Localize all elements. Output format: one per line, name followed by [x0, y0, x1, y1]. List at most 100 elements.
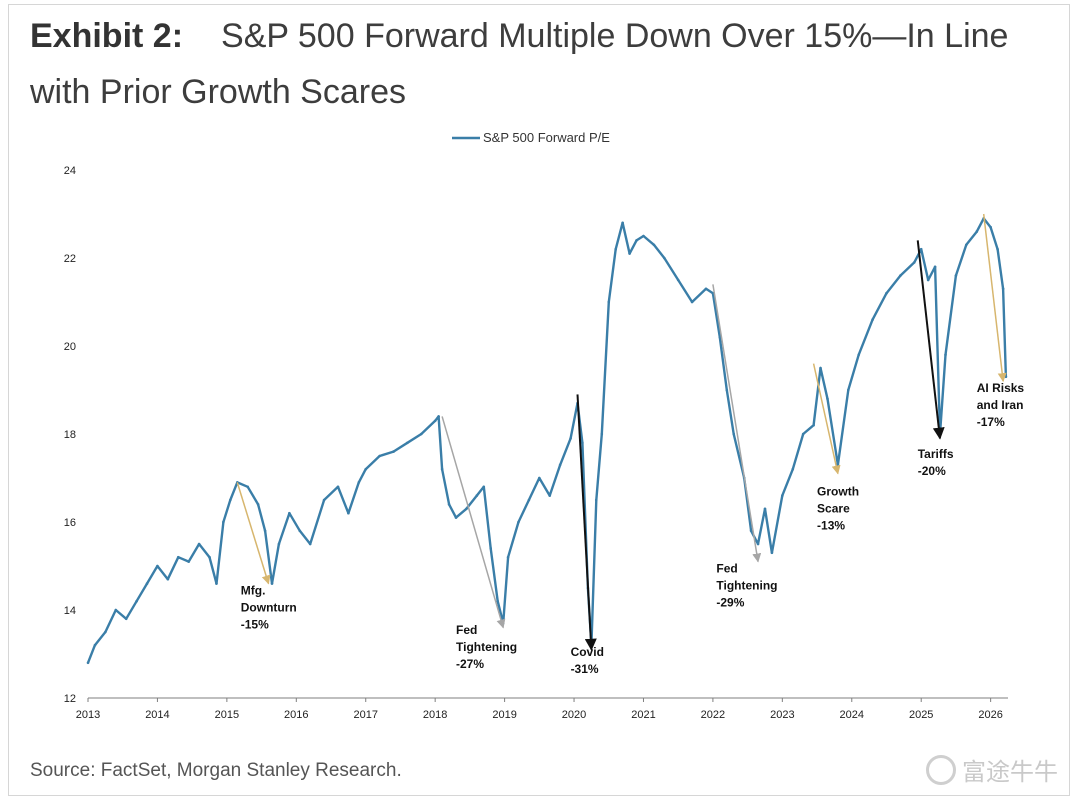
annotation-arrow	[441, 416, 506, 629]
chart-series	[86, 217, 1008, 665]
series-point	[965, 243, 968, 247]
series-point	[690, 300, 694, 304]
x-tick-label: 2016	[284, 709, 308, 721]
annotation-label: Mfg.	[241, 584, 266, 598]
y-tick-label: 20	[64, 341, 76, 353]
annotation-label: Covid	[571, 645, 604, 659]
annotation-label: -17%	[977, 415, 1005, 429]
x-tick-label: 2017	[353, 709, 377, 721]
series-point	[364, 467, 368, 471]
annotation-label: -27%	[456, 657, 484, 671]
series-point	[392, 450, 395, 453]
series-point	[156, 564, 159, 568]
series-point	[482, 485, 486, 489]
series-point	[86, 661, 90, 665]
y-tick-label: 16	[64, 517, 76, 529]
series-point	[406, 441, 409, 445]
x-tick-label: 2013	[76, 709, 100, 721]
series-point	[222, 520, 225, 524]
series-point	[975, 230, 979, 233]
series-point	[298, 529, 302, 533]
series-point	[912, 261, 916, 264]
series-point	[440, 467, 444, 471]
annotation-label: -13%	[817, 519, 845, 533]
series-point	[197, 542, 201, 546]
series-point	[749, 529, 753, 533]
series-point	[465, 507, 468, 511]
exhibit-title: Exhibit 2: S&P 500 Forward Multiple Down …	[30, 8, 1060, 120]
annotation-arrow	[576, 394, 597, 651]
annotation-label: Scare	[817, 502, 850, 516]
y-tick-label: 22	[64, 253, 76, 265]
series-point	[419, 432, 423, 436]
series-point	[548, 494, 552, 497]
series-line-forward-pe	[86, 217, 1008, 664]
x-tick-label: 2018	[423, 709, 447, 721]
annotation-label: Fed	[456, 623, 477, 637]
x-tick-label: 2026	[978, 709, 1002, 721]
series-point	[114, 608, 118, 612]
annotation-label: Downturn	[241, 601, 297, 615]
series-point	[996, 247, 999, 251]
series-point	[676, 278, 680, 282]
y-tick-label: 24	[64, 165, 76, 177]
legend-label: S&P 500 Forward P/E	[483, 130, 610, 145]
series-point	[93, 643, 97, 647]
series-point	[1004, 375, 1008, 379]
series-point	[718, 335, 722, 339]
series-point	[322, 498, 326, 502]
annotation-label: Tightening	[456, 640, 517, 654]
series-point	[263, 529, 267, 533]
annotation-arrow	[916, 240, 945, 440]
series-point	[176, 555, 180, 559]
series-point	[558, 463, 562, 467]
series-point	[288, 511, 291, 515]
annotation-label: Fed	[716, 562, 737, 576]
series-point	[378, 454, 381, 458]
x-tick-label: 2015	[215, 709, 239, 721]
x-tick-label: 2023	[770, 709, 794, 721]
series-point	[433, 419, 437, 423]
x-tick-label: 2021	[631, 709, 655, 721]
x-tick-label: 2025	[909, 709, 933, 721]
annotation-label: and Iran	[977, 398, 1024, 412]
annotation-label: -20%	[918, 464, 946, 478]
title-line-2: with Prior Growth Scares	[30, 73, 406, 111]
series-point	[791, 467, 795, 471]
annotation-label: AI Risks	[977, 381, 1025, 395]
series-point	[135, 599, 138, 603]
series-point	[336, 485, 340, 489]
series-point	[725, 388, 729, 392]
series-point	[475, 494, 479, 497]
chart-axes: 2013 2014 2015 2016 2017 2018 2019 2020 2021 2022…	[64, 165, 1008, 721]
series-point	[635, 239, 638, 242]
series-point	[600, 432, 604, 436]
series-point	[124, 617, 128, 621]
series-point	[270, 582, 274, 585]
bull-logo-icon	[926, 754, 956, 785]
series-point	[621, 221, 624, 225]
series-point	[944, 353, 947, 357]
series-point	[607, 300, 611, 304]
series-point	[652, 243, 656, 247]
series-point	[847, 388, 850, 392]
series-point	[256, 503, 260, 506]
series-point	[857, 353, 861, 357]
series-point	[642, 234, 645, 238]
series-point	[506, 555, 510, 559]
series-point	[104, 630, 107, 634]
series-point	[187, 560, 190, 563]
series-point	[954, 274, 958, 277]
series-point	[732, 432, 736, 436]
watermark: 富途牛牛	[926, 752, 1058, 787]
series-point	[926, 278, 930, 282]
series-point	[763, 507, 767, 511]
series-point	[517, 520, 520, 524]
series-point	[836, 463, 840, 467]
series-point	[704, 287, 708, 291]
series-point	[756, 542, 760, 546]
series-point	[819, 366, 822, 370]
annotation-label: -31%	[571, 662, 599, 676]
title-line-1: S&P 500 Forward Multiple Down Over 15%—I…	[221, 17, 1009, 55]
